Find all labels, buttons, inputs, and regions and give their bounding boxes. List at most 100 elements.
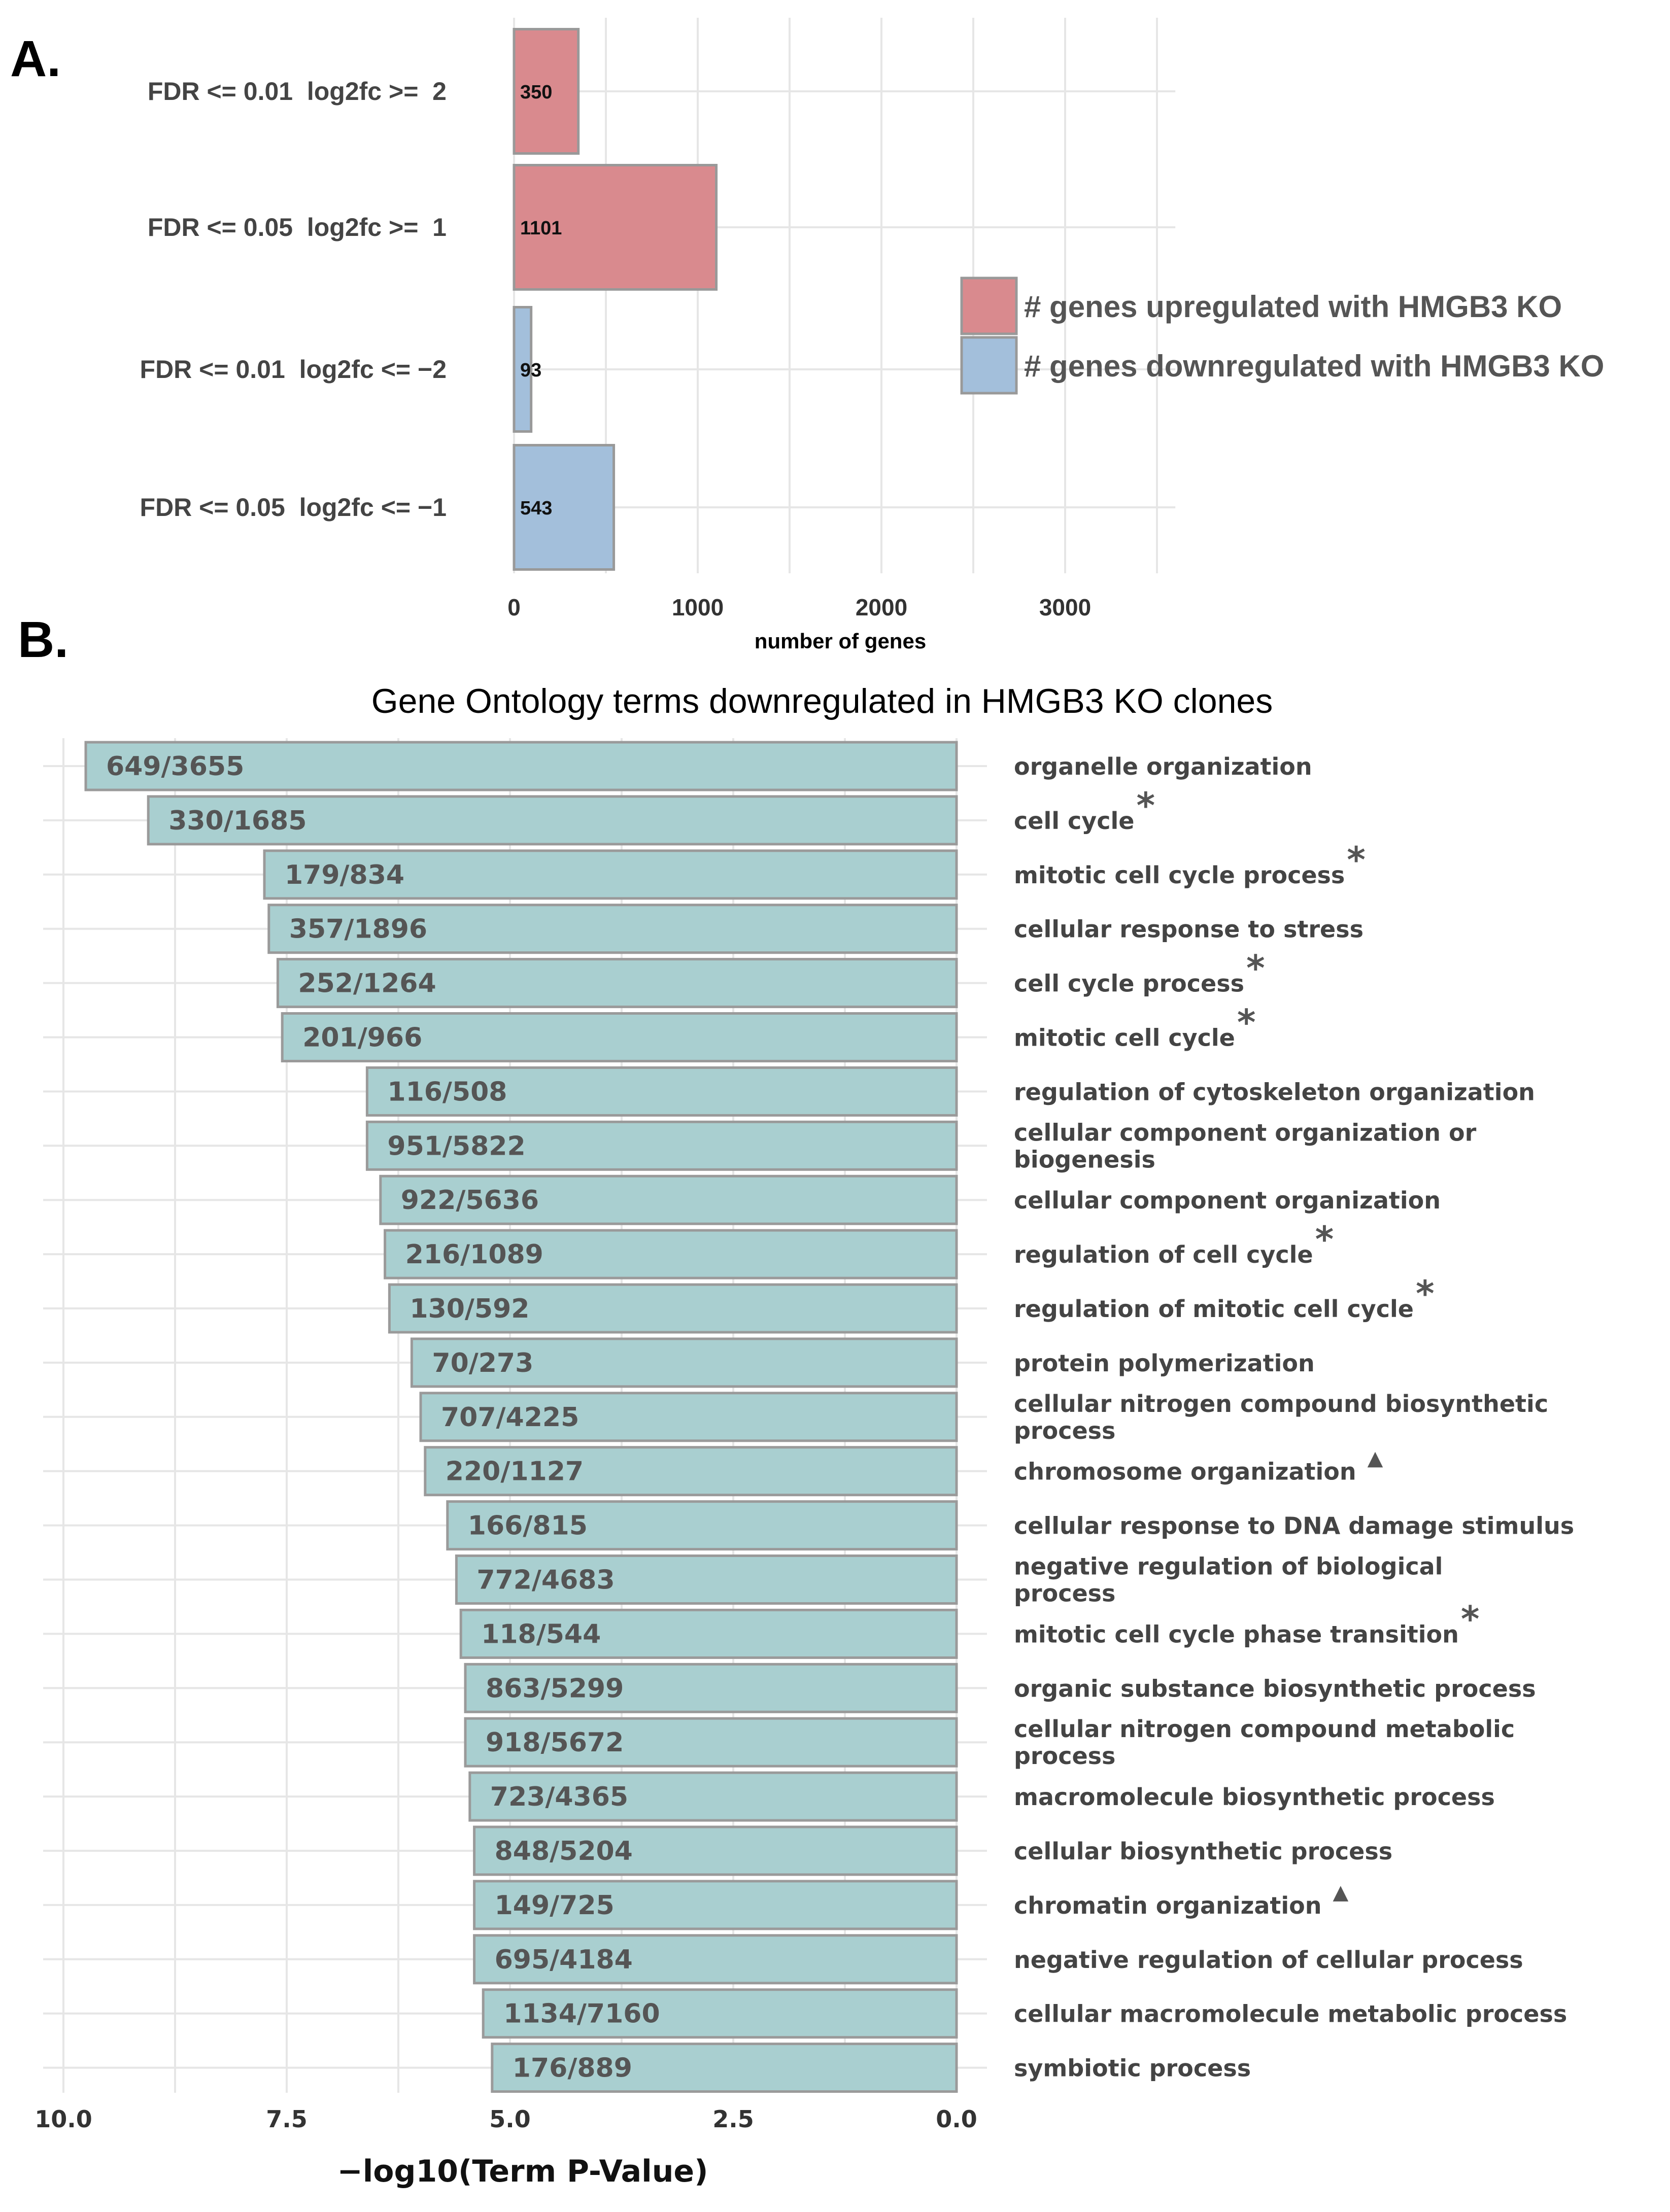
panel-b-bar xyxy=(419,1392,958,1442)
panel-a-category-label: FDR <= 0.05 log2fc >= 1 xyxy=(148,213,447,241)
panel-b-bar-label: 707/4225 xyxy=(441,1402,579,1433)
panel-b-term-label: cellular response to DNA damage stimulus xyxy=(1014,1512,1574,1540)
panel-b-term-label: cell cycle process xyxy=(1014,970,1244,997)
panel-a-bar xyxy=(513,28,580,155)
panel-b-bar-label: 723/4365 xyxy=(490,1782,628,1812)
panel-b-term-label: protein polymerization xyxy=(1014,1350,1315,1377)
panel-b-term-label-cont: process xyxy=(1014,1742,1115,1770)
panel-b-bar xyxy=(365,1066,958,1117)
significance-star-marker: * xyxy=(1137,785,1155,826)
panel-b-bar-label: 70/273 xyxy=(432,1348,533,1378)
legend-label-downregulated: # genes downregulated with HMGB3 KO xyxy=(1024,349,1604,383)
panel-b-bar-label: 220/1127 xyxy=(446,1457,584,1487)
panel-b-term-label: cellular component organization or xyxy=(1014,1119,1477,1146)
panel-b-bar-label: 149/725 xyxy=(495,1890,615,1921)
panel-b-term-label: macromolecule biosynthetic process xyxy=(1014,1783,1495,1811)
panel-b-term-label: cellular biosynthetic process xyxy=(1014,1838,1392,1865)
panel-b-term-label: chromatin organization xyxy=(1014,1892,1322,1919)
panel-b-term-label: cellular component organization xyxy=(1014,1187,1441,1214)
panel-b-bar-label: 130/592 xyxy=(410,1294,529,1324)
panel-b-bar xyxy=(464,1663,958,1713)
panel-b-bar xyxy=(473,1934,958,1985)
significance-star-marker: * xyxy=(1347,839,1366,881)
panel-b-term-label: regulation of mitotic cell cycle xyxy=(1014,1295,1414,1323)
panel-b-term-label: cell cycle xyxy=(1014,807,1135,835)
panel-b-letter: B. xyxy=(18,611,69,668)
panel-a-category-label: FDR <= 0.01 log2fc <= −2 xyxy=(140,355,447,384)
panel-b-term-label: cellular nitrogen compound biosynthetic xyxy=(1014,1390,1548,1418)
panel-b-bar-label: 922/5636 xyxy=(401,1185,539,1216)
panel-b-bar xyxy=(384,1229,958,1280)
panel-a-bar xyxy=(513,306,533,433)
triangle-marker: ▲ xyxy=(1333,1881,1349,1904)
panel-a-x-tick-label: 1000 xyxy=(672,594,724,620)
panel-b-bar xyxy=(424,1446,958,1497)
panel-b-bar xyxy=(464,1717,958,1768)
panel-b-bar-label: 116/508 xyxy=(387,1077,507,1107)
panel-b-bar xyxy=(473,1880,958,1930)
panel-b-bar-label: 179/834 xyxy=(285,860,404,890)
panel-b-term-label: cellular nitrogen compound metabolic xyxy=(1014,1715,1515,1743)
panel-b-x-tick-label: 10.0 xyxy=(35,2105,92,2133)
panel-a-bar-label: 350 xyxy=(520,82,552,103)
panel-b-term-label-cont: process xyxy=(1014,1580,1115,1607)
legend-swatch-downregulated xyxy=(960,336,1018,395)
panel-b-bar-label: 1134/7160 xyxy=(503,1999,660,2029)
panel-a-bar xyxy=(513,164,718,291)
panel-b-x-tick-label: 0.0 xyxy=(936,2105,977,2133)
panel-a-x-axis-title: number of genes xyxy=(755,629,926,653)
panel-b-bar-label: 252/1264 xyxy=(298,969,436,999)
panel-b-bar xyxy=(84,741,958,791)
panel-a-x-tick-label: 3000 xyxy=(1039,594,1091,620)
legend-swatch-upregulated xyxy=(960,276,1018,335)
panel-b-x-tick-label: 7.5 xyxy=(266,2105,308,2133)
panel-b-bar xyxy=(267,904,958,954)
panel-b-term-label: mitotic cell cycle xyxy=(1014,1024,1235,1052)
panel-a-bar xyxy=(513,444,616,571)
panel-b-bar xyxy=(379,1174,958,1225)
panel-a-legend: # genes upregulated with HMGB3 KO # gene… xyxy=(960,276,1604,395)
panel-b-bar-label: 166/815 xyxy=(468,1511,588,1541)
panel-b-bar xyxy=(473,1825,958,1876)
panel-b-bar-label: 216/1089 xyxy=(405,1239,543,1270)
legend-label-upregulated: # genes upregulated with HMGB3 KO xyxy=(1024,290,1562,324)
panel-b-bar xyxy=(276,958,958,1009)
panel-b-term-label: negative regulation of biological xyxy=(1014,1553,1443,1580)
panel-b-bar xyxy=(410,1337,958,1388)
panel-b-term-label: chromosome organization xyxy=(1014,1458,1356,1485)
panel-b-bar-label: 118/544 xyxy=(481,1619,601,1649)
panel-a-category-label: FDR <= 0.01 log2fc >= 2 xyxy=(148,77,447,106)
panel-b-bar-label: 863/5299 xyxy=(486,1673,624,1704)
panel-b-term-label-cont: process xyxy=(1014,1417,1115,1444)
panel-b-bar-label: 201/966 xyxy=(302,1023,422,1053)
panel-b-term-label-cont: biogenesis xyxy=(1014,1146,1155,1173)
panel-b-bar-label: 918/5672 xyxy=(486,1727,624,1758)
panel-a-category-label: FDR <= 0.05 log2fc <= −1 xyxy=(140,493,447,522)
significance-star-marker: * xyxy=(1416,1273,1435,1315)
triangle-marker: ▲ xyxy=(1368,1447,1383,1470)
panel-a-bar-label: 93 xyxy=(520,360,541,381)
panel-b-term-label: organic substance biosynthetic process xyxy=(1014,1675,1536,1702)
panel-b-bar xyxy=(482,1988,958,2039)
significance-star-marker: * xyxy=(1246,948,1265,989)
panel-a-x-tick-label: 2000 xyxy=(856,594,907,620)
panel-b-bar-label: 951/5822 xyxy=(387,1131,525,1161)
panel-b-bar-label: 649/3655 xyxy=(106,751,244,782)
panel-b-bar xyxy=(281,1012,958,1062)
panel-b-title: Gene Ontology terms downregulated in HMG… xyxy=(371,682,1273,720)
panel-b-bar xyxy=(455,1554,958,1605)
panel-b-bar xyxy=(263,849,958,900)
panel-b-bar xyxy=(468,1771,958,1822)
panel-b-bar xyxy=(491,2043,958,2093)
panel-b-term-label: symbiotic process xyxy=(1014,2055,1251,2082)
panel-b-term-label: regulation of cytoskeleton organization xyxy=(1014,1078,1535,1105)
panel-a-letter: A. xyxy=(10,30,61,87)
panel-b-bar xyxy=(388,1283,958,1334)
panel-b-x-tick-label: 5.0 xyxy=(489,2105,531,2133)
panel-b-term-label: cellular macromolecule metabolic process xyxy=(1014,2000,1567,2028)
panel-b-term-label: organelle organization xyxy=(1014,753,1312,780)
panel-b-bar-label: 357/1896 xyxy=(289,914,427,945)
significance-star-marker: * xyxy=(1315,1219,1334,1260)
panel-b-bar-label: 772/4683 xyxy=(476,1565,615,1596)
panel-b-term-label: regulation of cell cycle xyxy=(1014,1241,1313,1268)
